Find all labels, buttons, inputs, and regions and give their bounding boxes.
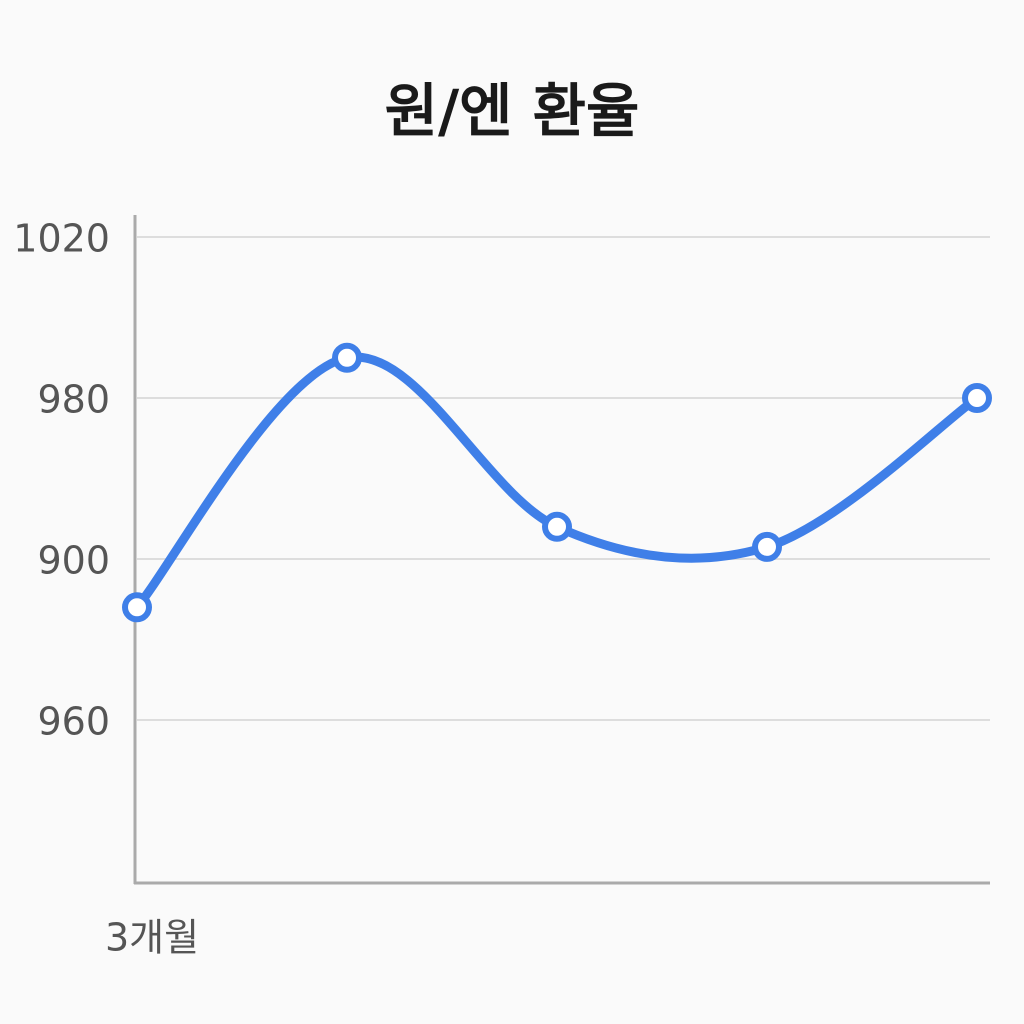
point — [542, 511, 572, 542]
point — [962, 383, 992, 413]
x-tick-label: 3개월 — [105, 916, 199, 960]
y-tick-label: 900 — [37, 539, 110, 583]
point — [332, 342, 362, 373]
y-tick-label: 960 — [37, 700, 110, 744]
point — [122, 592, 152, 623]
y-tick-label: 980 — [37, 378, 110, 422]
chart-title: 원/엔 환율 — [385, 77, 640, 145]
line — [132, 352, 982, 612]
point — [752, 531, 782, 562]
y-tick-label: 1020 — [13, 217, 110, 261]
